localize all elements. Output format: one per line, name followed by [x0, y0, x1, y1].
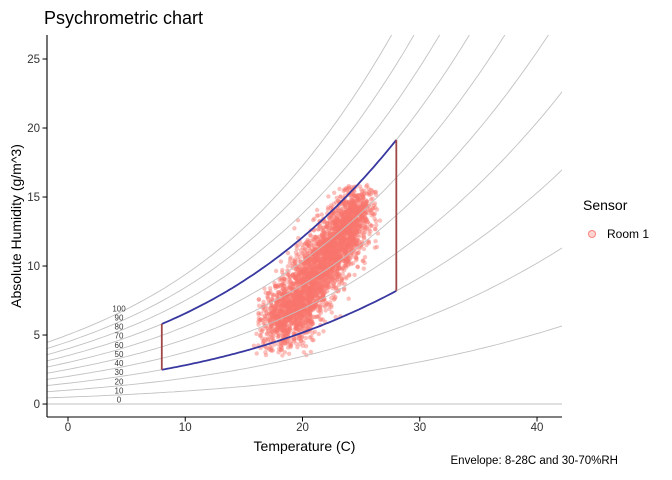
envelope-upper-rh-curve [161, 139, 398, 325]
x-tick-label: 30 [413, 422, 426, 434]
y-tick-label: 15 [27, 192, 40, 204]
rh-label-60: 60 [115, 341, 124, 350]
axes [42, 35, 562, 422]
y-tick-label: 10 [27, 261, 40, 273]
x-tick-label: 20 [296, 422, 309, 434]
rh-curve-40 [47, 91, 562, 380]
envelope-caption: Envelope: 8-28C and 30-70%RH [450, 455, 619, 467]
legend-point-icon [588, 230, 596, 238]
x-tick-label: 0 [65, 422, 71, 434]
rh-curve-20 [47, 247, 562, 393]
scatter-points-room-1 [251, 182, 383, 358]
y-tick-label: 25 [27, 54, 40, 66]
x-axis-title: Temperature (C) [253, 438, 356, 454]
y-axis-title: Absolute Humidity (g/m^3) [8, 144, 24, 308]
rh-label-100: 100 [112, 304, 126, 313]
rh-label-20: 20 [115, 377, 124, 386]
y-tick-label: 0 [34, 399, 40, 411]
envelope-lower-rh-curve [161, 290, 397, 371]
rh-label-80: 80 [115, 323, 124, 332]
rh-label-30: 30 [115, 368, 124, 377]
x-tick-label: 40 [531, 422, 544, 434]
rh-label-50: 50 [115, 350, 124, 359]
rh-curve-60 [47, 35, 506, 368]
legend-item-room1: Room 1 [583, 227, 649, 241]
rh-curve-10 [47, 325, 562, 399]
rh-label-90: 90 [115, 314, 124, 323]
rh-curve-90 [47, 35, 415, 350]
rh-label-0: 0 [117, 396, 122, 405]
y-tick-label: 5 [34, 330, 40, 342]
legend-item-label: Room 1 [607, 227, 650, 241]
legend-title: Sensor [583, 197, 628, 213]
legend: Sensor Room 1 [583, 197, 649, 241]
y-tick-label: 20 [27, 123, 40, 135]
rh-curve-80 [47, 35, 441, 356]
rh-label-70: 70 [115, 332, 124, 341]
chart-title: Psychrometric chart [44, 8, 204, 28]
rh-curve-100 [47, 35, 393, 343]
rh-label-40: 40 [115, 359, 124, 368]
rh-label-10: 10 [115, 386, 124, 395]
envelope [160, 139, 398, 371]
rh-curve-50 [47, 35, 549, 374]
x-tick-label: 10 [179, 422, 192, 434]
